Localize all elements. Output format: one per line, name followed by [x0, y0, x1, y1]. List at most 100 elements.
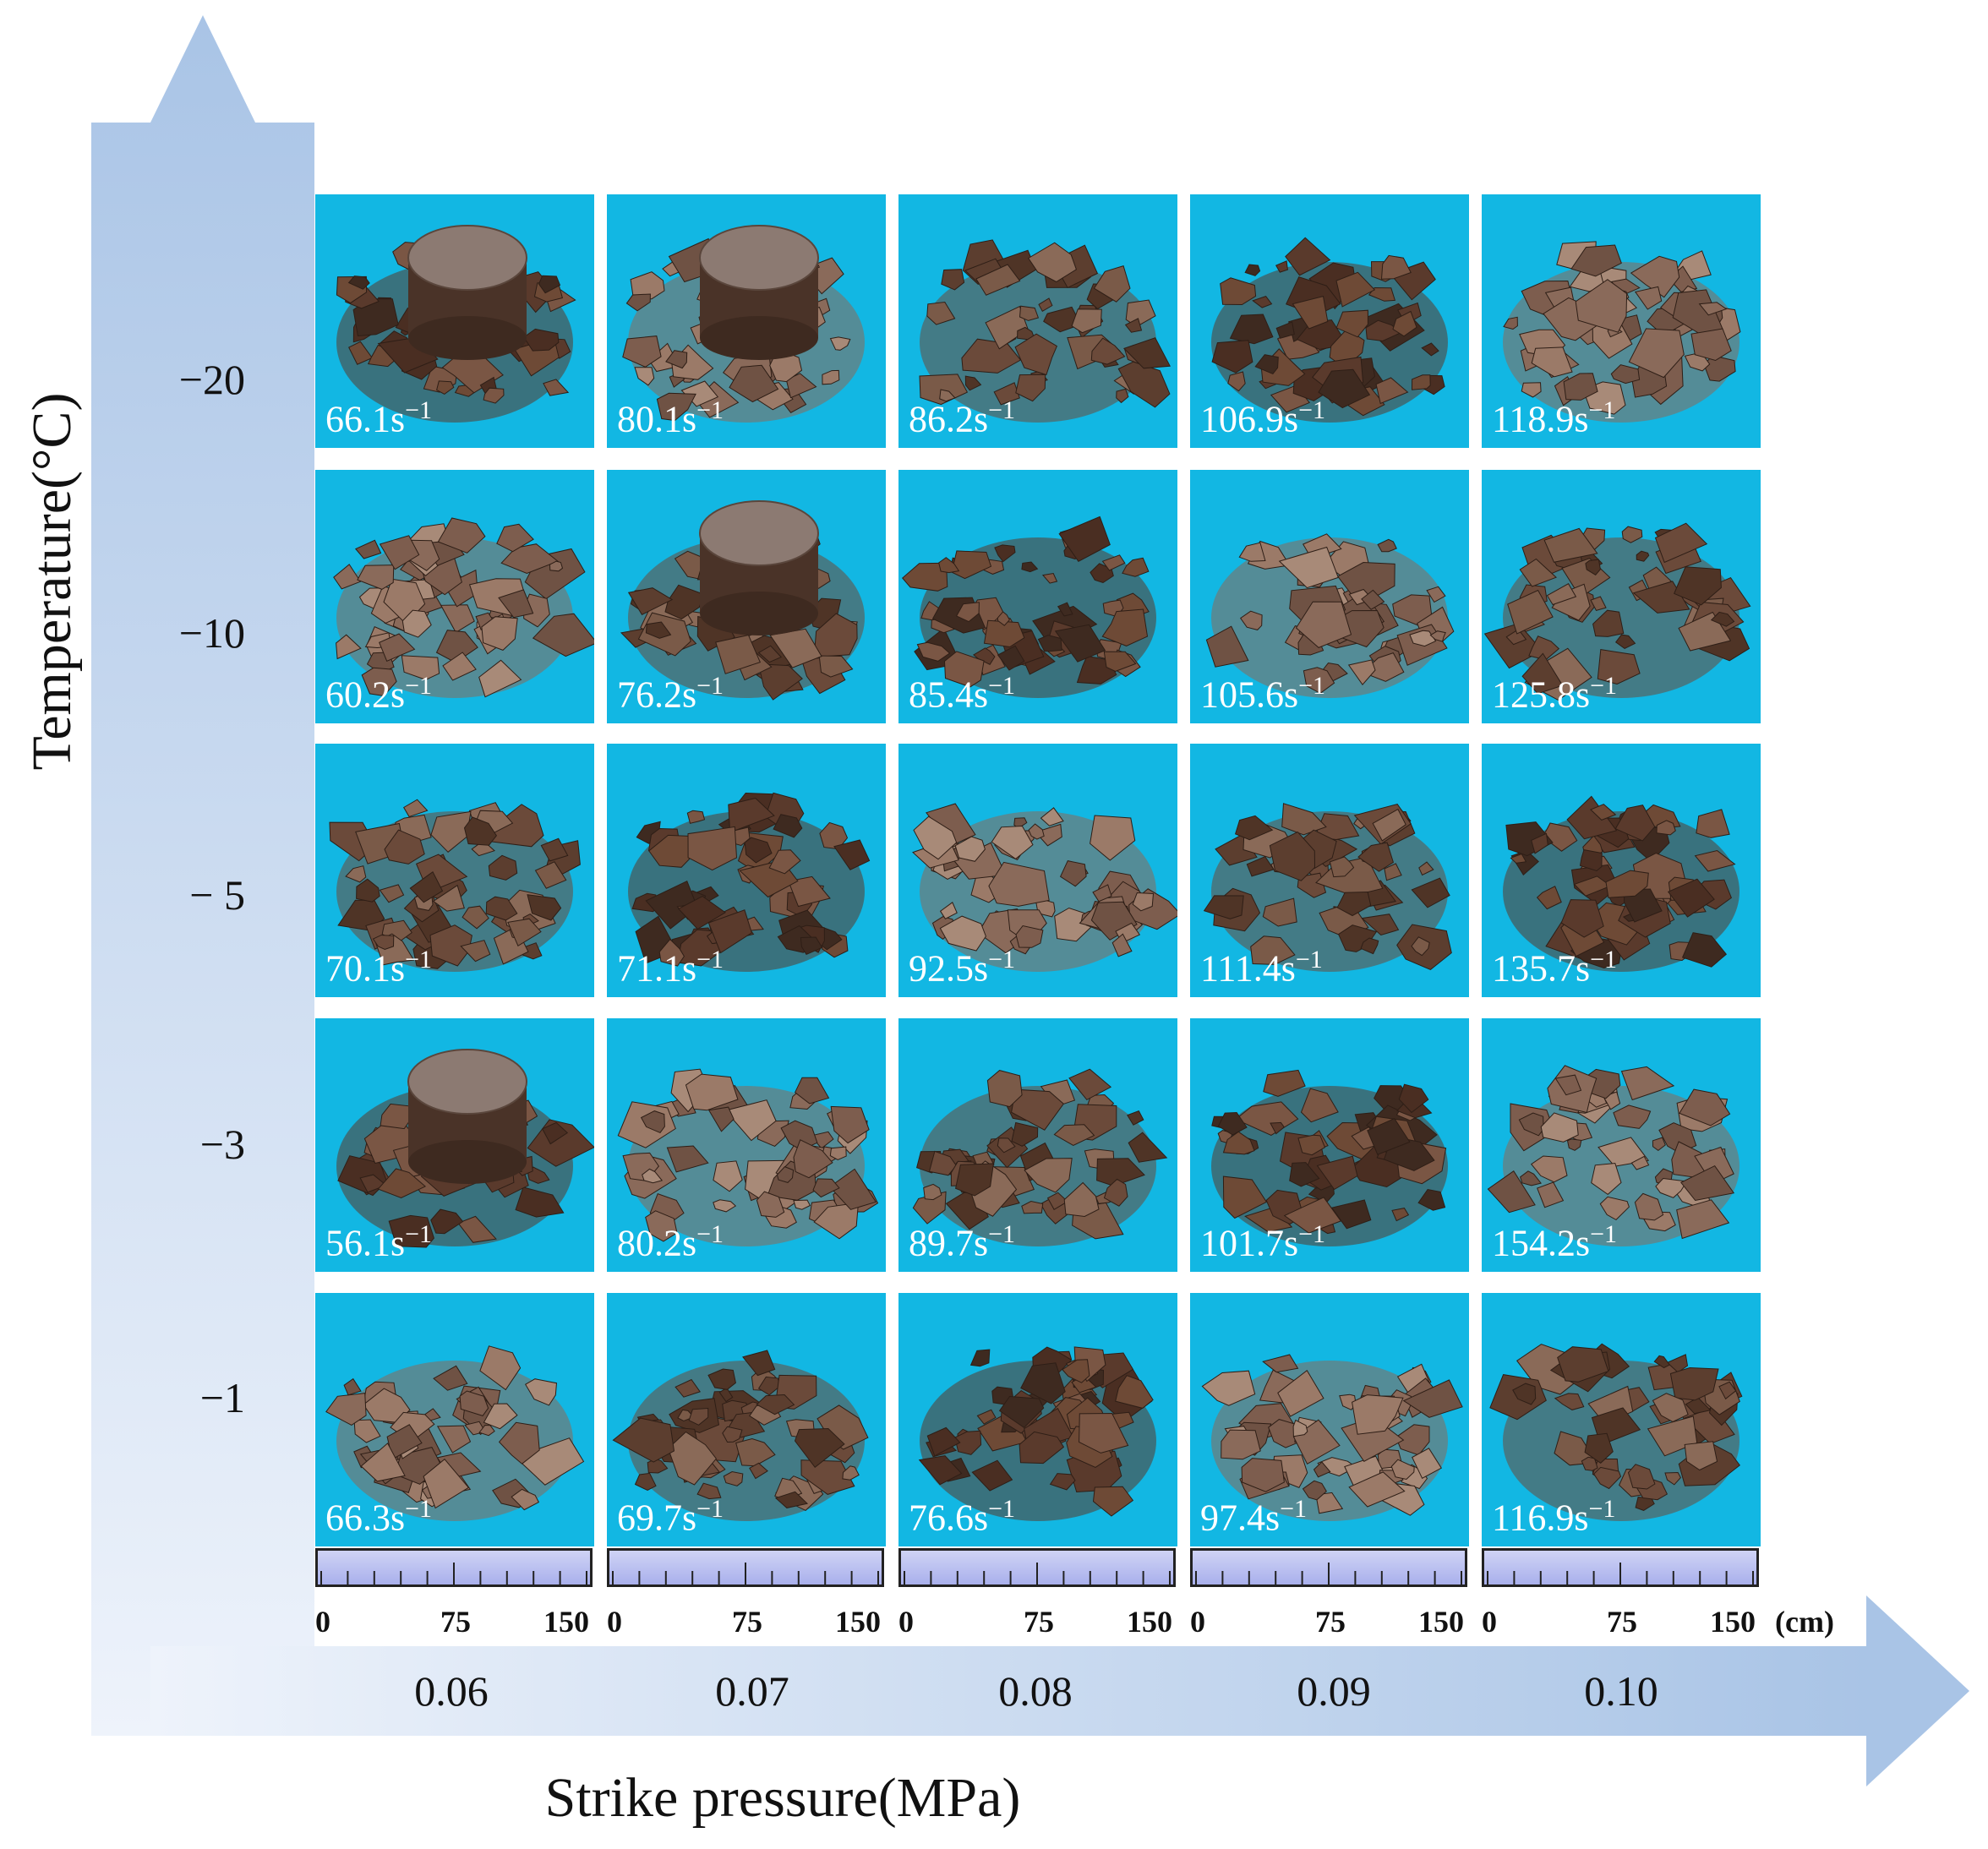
rock-fragments — [1211, 237, 1448, 423]
rock-fragment — [549, 560, 564, 572]
rock-fragment — [440, 604, 475, 634]
rock-fragment — [336, 634, 362, 660]
strain-rate-exponent: −1 — [405, 1495, 433, 1524]
rock-fragment — [1634, 1192, 1664, 1221]
rock-fragment — [1542, 822, 1578, 852]
rock-fragment — [1610, 364, 1641, 385]
rock-fragment — [345, 865, 367, 883]
rock-fragment — [1227, 371, 1246, 392]
y-value-4: −3 — [199, 1121, 245, 1168]
rock-fragment — [359, 1174, 387, 1193]
rock-fragment — [1411, 374, 1431, 390]
intact-core — [699, 225, 819, 360]
x-value-2: 0.07 — [715, 1667, 789, 1715]
rock-fragment — [1680, 1164, 1735, 1202]
rock-fragment — [478, 1424, 495, 1437]
rock-fragment — [430, 1208, 464, 1235]
rock-fragment — [1585, 559, 1601, 575]
rock-fragment — [1605, 870, 1649, 898]
rock-fragment — [954, 836, 986, 862]
strain-rate-exponent: −1 — [1295, 946, 1323, 974]
strain-rate-exponent: −1 — [988, 1495, 1016, 1524]
rock-fragment — [800, 1459, 855, 1495]
rock-fragment — [360, 1443, 406, 1482]
rock-fragments — [1503, 241, 1741, 423]
sample-photo: 80.2s−1 — [607, 1018, 886, 1272]
rock-fragment — [483, 1403, 518, 1430]
sample-photo: 80.1s−1 — [607, 194, 886, 448]
rock-fragment — [757, 645, 783, 663]
rock-fragment — [498, 1421, 540, 1464]
sample-photo: 66.3s−1 — [315, 1293, 594, 1546]
rock-fragments — [622, 225, 865, 423]
rock-fragment — [543, 379, 570, 396]
rock-fragments — [1489, 1343, 1743, 1521]
rock-fragment — [1554, 1393, 1585, 1410]
strain-rate-exponent: −1 — [1590, 1220, 1618, 1249]
rock-fragment — [1591, 1162, 1622, 1196]
sample-photo: 111.4s−1 — [1190, 744, 1469, 997]
rock-fragment — [511, 1488, 540, 1511]
rock-fragment — [1652, 1137, 1666, 1152]
rock-fragment — [348, 341, 374, 365]
rock-fragment — [500, 543, 559, 575]
rock-fragment — [1132, 892, 1155, 912]
strain-rate-exponent: −1 — [405, 946, 433, 974]
strain-rate-label: 101.7s−1 — [1200, 1220, 1325, 1265]
y-axis-arrow — [91, 15, 314, 1736]
rock-fragment — [1384, 863, 1402, 881]
ruler-ticks — [320, 1563, 587, 1584]
strain-rate-value: 71.1s — [617, 948, 697, 990]
rock-fragment — [1599, 1196, 1630, 1221]
rock-fragment — [627, 587, 674, 615]
strain-rate-label: 56.1s−1 — [325, 1220, 432, 1265]
rock-fragment — [1429, 630, 1446, 642]
ruler-tick-label: 75 — [1607, 1605, 1637, 1639]
rock-fragment — [976, 1409, 997, 1425]
rock-fragment — [685, 1073, 739, 1111]
intact-core — [407, 225, 527, 360]
rock-fragment — [1566, 1138, 1582, 1151]
rock-fragment — [1654, 522, 1708, 564]
rock-fragment — [1090, 815, 1136, 861]
rock-fragment — [1278, 546, 1339, 589]
strain-rate-exponent: −1 — [1298, 1220, 1326, 1249]
strain-rate-exponent: −1 — [988, 1220, 1016, 1249]
rock-fragment — [1238, 542, 1266, 562]
rock-fragment — [354, 539, 382, 559]
rock-fragment — [793, 1139, 833, 1179]
rock-fragment — [969, 1349, 991, 1367]
sample-photo: 105.6s−1 — [1190, 470, 1469, 723]
rock-fragment — [773, 814, 803, 838]
rock-fragment — [1020, 1362, 1066, 1404]
rock-fragment — [749, 1462, 768, 1480]
rock-fragment — [347, 275, 370, 290]
rock-fragment — [1590, 596, 1607, 611]
rock-fragment — [818, 655, 854, 678]
rock-fragment — [1318, 368, 1371, 409]
rock-fragment — [1560, 899, 1604, 938]
rock-fragment — [460, 940, 491, 963]
rock-fragment — [1409, 630, 1437, 647]
rock-fragment — [433, 1365, 468, 1391]
sample-photo: 86.2s−1 — [898, 194, 1177, 448]
rock-fragment — [1421, 342, 1439, 357]
rock-fragment — [622, 335, 662, 368]
sample-photo: 56.1s−1 — [315, 1018, 594, 1272]
rock-fragment — [379, 633, 416, 662]
ruler-tick-label: 150 — [835, 1605, 881, 1639]
strain-rate-value: 85.4s — [909, 674, 989, 716]
strain-rate-exponent: −1 — [696, 946, 724, 974]
rock-fragment — [379, 535, 420, 570]
rock-fragment — [1244, 264, 1261, 276]
rock-fragment — [729, 364, 779, 403]
rock-fragment — [665, 350, 688, 369]
rock-fragments — [336, 225, 576, 423]
rock-fragment — [1392, 310, 1417, 337]
rock-fragment — [1521, 382, 1542, 398]
strain-rate-label: 85.4s−1 — [909, 672, 1015, 717]
rock-fragment — [1059, 860, 1087, 887]
rock-fragment — [1521, 652, 1564, 695]
x-value-5: 0.10 — [1584, 1667, 1658, 1715]
